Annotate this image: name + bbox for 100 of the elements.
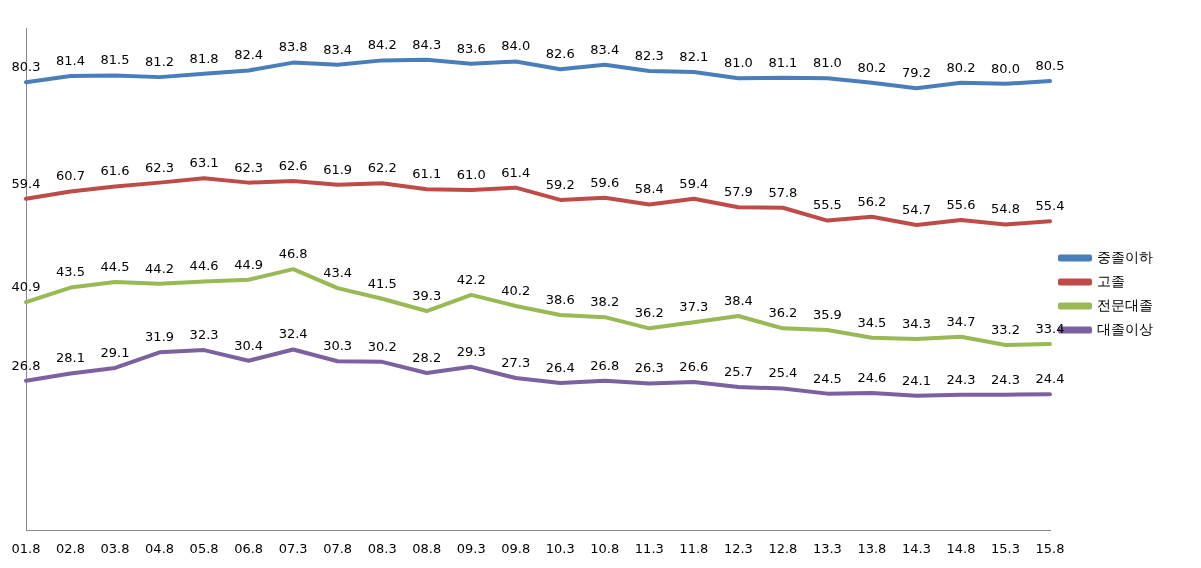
x-tick-label: 12.3 bbox=[723, 540, 753, 556]
data-label: 57.9 bbox=[723, 184, 753, 200]
legend-label: 고졸 bbox=[1097, 272, 1125, 289]
data-label: 61.0 bbox=[456, 166, 486, 182]
data-label: 39.3 bbox=[412, 287, 442, 303]
data-label: 81.0 bbox=[723, 55, 753, 71]
data-label: 81.8 bbox=[189, 50, 219, 66]
data-label: 29.1 bbox=[100, 344, 130, 360]
data-label: 81.4 bbox=[56, 52, 85, 68]
data-label: 80.2 bbox=[857, 59, 887, 75]
data-label: 44.9 bbox=[234, 256, 264, 272]
x-tick-label: 06.8 bbox=[234, 540, 264, 556]
data-label: 62.3 bbox=[145, 159, 175, 175]
data-label: 24.3 bbox=[991, 371, 1020, 387]
x-tick-label: 12.8 bbox=[768, 540, 798, 556]
x-tick-label: 13.8 bbox=[857, 540, 887, 556]
data-label: 84.0 bbox=[501, 38, 531, 54]
data-label: 38.4 bbox=[723, 292, 753, 308]
data-label: 25.7 bbox=[723, 363, 753, 379]
data-label: 24.6 bbox=[857, 369, 887, 385]
x-tick-label: 07.8 bbox=[323, 540, 353, 556]
x-tick-label: 13.3 bbox=[812, 540, 842, 556]
data-label: 81.1 bbox=[768, 54, 798, 70]
data-label: 62.3 bbox=[234, 159, 264, 175]
x-tick-label: 09.3 bbox=[456, 540, 486, 556]
data-label: 40.9 bbox=[11, 278, 41, 294]
data-label: 83.6 bbox=[456, 40, 486, 56]
data-label: 81.2 bbox=[145, 54, 175, 69]
x-tick-label: 15.8 bbox=[1035, 540, 1065, 556]
data-label: 82.3 bbox=[634, 47, 664, 63]
x-tick-label: 02.8 bbox=[56, 540, 85, 556]
data-label: 59.4 bbox=[11, 175, 41, 191]
legend-label: 중졸이하 bbox=[1097, 248, 1153, 265]
data-label: 35.9 bbox=[812, 306, 842, 322]
x-tick-label: 11.8 bbox=[679, 540, 709, 556]
data-label: 31.9 bbox=[145, 329, 175, 345]
data-label: 62.2 bbox=[367, 160, 397, 176]
data-label: 83.8 bbox=[278, 39, 308, 55]
x-tick-label: 10.8 bbox=[590, 540, 620, 556]
data-label: 82.4 bbox=[234, 47, 264, 63]
data-label: 56.2 bbox=[857, 193, 887, 209]
data-label: 34.3 bbox=[901, 315, 931, 331]
data-label: 30.4 bbox=[234, 337, 264, 353]
data-label: 61.6 bbox=[100, 163, 130, 179]
data-label: 43.4 bbox=[323, 265, 353, 281]
data-label: 82.1 bbox=[679, 48, 709, 64]
data-label: 59.2 bbox=[545, 176, 575, 192]
x-tick-label: 03.8 bbox=[100, 540, 130, 556]
legend-label: 전문대졸 bbox=[1097, 296, 1153, 313]
data-label: 55.5 bbox=[812, 197, 842, 213]
x-tick-label: 01.8 bbox=[11, 540, 41, 556]
data-label: 54.7 bbox=[901, 201, 931, 217]
data-label: 26.3 bbox=[634, 360, 664, 376]
data-label: 24.4 bbox=[1035, 371, 1065, 387]
x-tick-label: 11.3 bbox=[634, 540, 664, 556]
data-label: 26.8 bbox=[590, 357, 620, 373]
data-label: 30.3 bbox=[323, 338, 353, 354]
data-label: 37.3 bbox=[679, 299, 709, 315]
data-label: 33.2 bbox=[991, 321, 1020, 337]
data-label: 61.4 bbox=[501, 164, 531, 180]
data-label: 54.8 bbox=[991, 201, 1020, 217]
x-tick-label: 10.3 bbox=[545, 540, 575, 556]
x-tick-label: 14.8 bbox=[946, 540, 976, 556]
data-label: 44.5 bbox=[100, 258, 130, 274]
data-label: 28.1 bbox=[56, 350, 85, 366]
data-label: 26.6 bbox=[679, 358, 709, 374]
data-label: 58.4 bbox=[634, 181, 664, 197]
data-label: 29.3 bbox=[456, 343, 486, 359]
x-tick-label: 04.8 bbox=[145, 540, 175, 556]
data-label: 82.6 bbox=[545, 46, 575, 62]
data-label: 46.8 bbox=[278, 246, 308, 262]
data-label: 80.3 bbox=[11, 59, 41, 75]
data-label: 55.6 bbox=[946, 196, 976, 212]
data-label: 40.2 bbox=[501, 282, 531, 298]
data-label: 61.9 bbox=[323, 161, 353, 177]
data-label: 44.6 bbox=[189, 258, 219, 274]
data-label: 62.6 bbox=[278, 157, 308, 173]
data-label: 59.6 bbox=[590, 174, 620, 190]
data-label: 60.7 bbox=[56, 168, 85, 184]
data-label: 30.2 bbox=[367, 338, 397, 354]
x-tick-label: 05.8 bbox=[189, 540, 219, 556]
data-label: 32.3 bbox=[189, 326, 219, 342]
data-label: 44.2 bbox=[145, 260, 175, 276]
data-label: 43.5 bbox=[56, 264, 85, 280]
data-label: 28.2 bbox=[412, 349, 442, 365]
data-label: 38.2 bbox=[590, 294, 620, 310]
data-label: 27.3 bbox=[501, 354, 531, 370]
data-label: 34.5 bbox=[857, 314, 887, 330]
x-tick-label: 14.3 bbox=[901, 540, 931, 556]
data-label: 41.5 bbox=[367, 275, 397, 291]
data-label: 36.2 bbox=[768, 305, 798, 321]
x-tick-label: 07.3 bbox=[278, 540, 308, 556]
data-label: 26.4 bbox=[545, 359, 575, 375]
data-label: 81.5 bbox=[100, 52, 130, 68]
data-label: 26.8 bbox=[11, 357, 41, 373]
data-label: 80.2 bbox=[946, 59, 976, 75]
data-label: 33.4 bbox=[1035, 320, 1065, 336]
x-tick-label: 08.8 bbox=[412, 540, 442, 556]
data-label: 83.4 bbox=[323, 41, 353, 57]
data-label: 38.6 bbox=[545, 291, 575, 307]
